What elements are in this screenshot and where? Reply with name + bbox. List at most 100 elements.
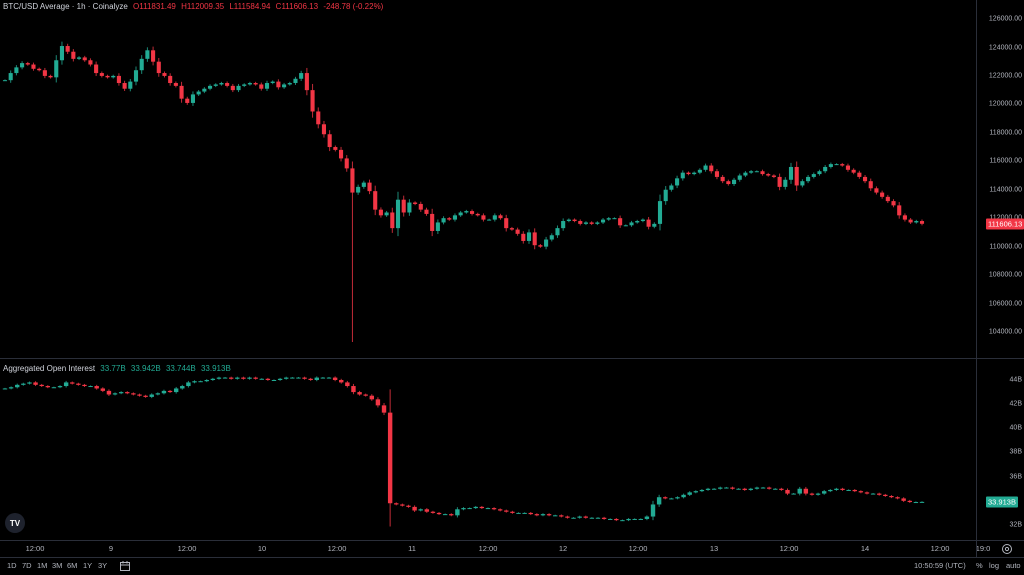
candle — [111, 75, 116, 78]
candle — [100, 388, 106, 391]
settings-gear-icon[interactable] — [977, 541, 1024, 557]
candle — [76, 57, 82, 59]
ohlc-open: O111831.49 — [133, 2, 176, 11]
candle — [133, 70, 139, 82]
candle — [20, 63, 25, 68]
candle — [31, 64, 36, 69]
time-label: 12:00 — [779, 544, 799, 553]
candle — [504, 510, 509, 512]
utc-clock[interactable]: 10:50:59 (UTC) — [914, 561, 966, 570]
oi-axis[interactable]: 44B 42B 40B 38B 36B 32B — [976, 359, 1024, 540]
range-1d-button[interactable]: 1D — [7, 561, 17, 570]
open-interest-pane[interactable]: Aggregated Open Interest 33.77B 33.942B … — [0, 359, 976, 540]
candle — [821, 491, 827, 494]
ohlc-change: -248.78 (-0.22%) — [323, 2, 384, 11]
candle — [185, 98, 190, 103]
price-axis[interactable]: 126000.00 124000.00 122000.00 120000.00 … — [976, 0, 1024, 358]
candle — [461, 508, 466, 510]
candle — [730, 487, 735, 489]
candle — [834, 164, 839, 166]
candle — [589, 517, 595, 519]
candle — [27, 382, 32, 384]
candle — [302, 377, 307, 379]
price-candlestick-chart[interactable] — [0, 0, 976, 358]
price-tick: 112000.00 — [989, 215, 1022, 222]
range-7d-button[interactable]: 7D — [22, 561, 32, 570]
range-3m-button[interactable]: 3M — [52, 561, 63, 570]
time-axis[interactable]: 12:00 9 12:00 10 12:00 11 12:00 12 12:00… — [0, 540, 990, 558]
candle — [737, 175, 742, 180]
candle — [675, 497, 680, 499]
candle — [669, 185, 674, 190]
candle — [815, 493, 821, 495]
candle — [236, 85, 241, 91]
symbol-title[interactable]: BTC/USD Average · 1h · Coinalyze — [3, 2, 128, 11]
candle — [82, 384, 87, 387]
oi-tick: 32B — [1009, 521, 1022, 529]
candle — [59, 46, 65, 61]
candle — [736, 488, 741, 490]
log-scale-toggle[interactable]: log — [989, 561, 1000, 570]
oi-legend: Aggregated Open Interest 33.77B 33.942B … — [3, 364, 231, 373]
calendar-goto-icon[interactable] — [119, 560, 131, 572]
candle — [225, 83, 230, 86]
candle — [418, 509, 423, 511]
candle — [37, 68, 42, 71]
candle — [919, 221, 925, 224]
candle — [242, 84, 247, 86]
time-label: 12:00 — [25, 544, 45, 553]
tradingview-logo-icon[interactable]: TV — [5, 513, 25, 533]
candle — [42, 70, 47, 76]
candle — [652, 223, 657, 227]
candle — [748, 488, 754, 490]
time-label: 10 — [257, 544, 267, 553]
candle — [455, 509, 460, 516]
candle — [180, 386, 185, 389]
oi-tick: 42B — [1009, 400, 1022, 408]
candle — [663, 189, 668, 202]
oi-title[interactable]: Aggregated Open Interest — [3, 364, 96, 373]
candle — [549, 235, 554, 240]
candle — [492, 215, 497, 220]
candle — [320, 377, 326, 379]
candle — [538, 245, 543, 247]
price-tick: 110000.00 — [989, 243, 1022, 251]
candle — [48, 75, 53, 78]
candle — [39, 384, 44, 387]
range-6m-button[interactable]: 6M — [67, 561, 78, 570]
candle — [544, 239, 549, 247]
percent-scale-toggle[interactable]: % — [976, 561, 983, 570]
bottom-toolbar: 1D 7D 1M 3M 6M 1Y 3Y 10:50:59 (UTC) % lo… — [0, 557, 1024, 575]
candle — [356, 186, 361, 193]
candle — [877, 493, 882, 495]
open-interest-candlestick-chart[interactable] — [0, 359, 976, 540]
candle — [743, 172, 748, 176]
candle — [464, 211, 469, 213]
oi-tick: 38B — [1009, 448, 1022, 456]
candle — [401, 199, 406, 213]
candle — [754, 487, 760, 489]
time-label: 19:0 — [975, 544, 991, 553]
candle — [299, 73, 304, 79]
candle — [779, 488, 784, 490]
candle — [151, 50, 156, 62]
pane-separator[interactable] — [0, 358, 1024, 359]
candle — [600, 219, 606, 223]
price-chart-pane[interactable]: BTC/USD Average · 1h · Coinalyze O111831… — [0, 0, 976, 358]
range-3y-button[interactable]: 3Y — [98, 561, 108, 570]
candle — [363, 394, 368, 396]
candle — [797, 488, 802, 494]
candle — [196, 91, 201, 95]
candle — [424, 209, 429, 214]
range-1y-button[interactable]: 1Y — [83, 561, 93, 570]
candle — [817, 171, 822, 175]
chart-settings-corner[interactable] — [976, 540, 1024, 558]
candle — [823, 166, 828, 172]
candle — [179, 85, 184, 99]
auto-scale-toggle[interactable]: auto — [1006, 561, 1021, 570]
range-1m-button[interactable]: 1M — [37, 561, 48, 570]
candle — [532, 232, 537, 246]
candle — [623, 225, 628, 227]
candle — [118, 392, 124, 394]
candle — [332, 377, 338, 380]
